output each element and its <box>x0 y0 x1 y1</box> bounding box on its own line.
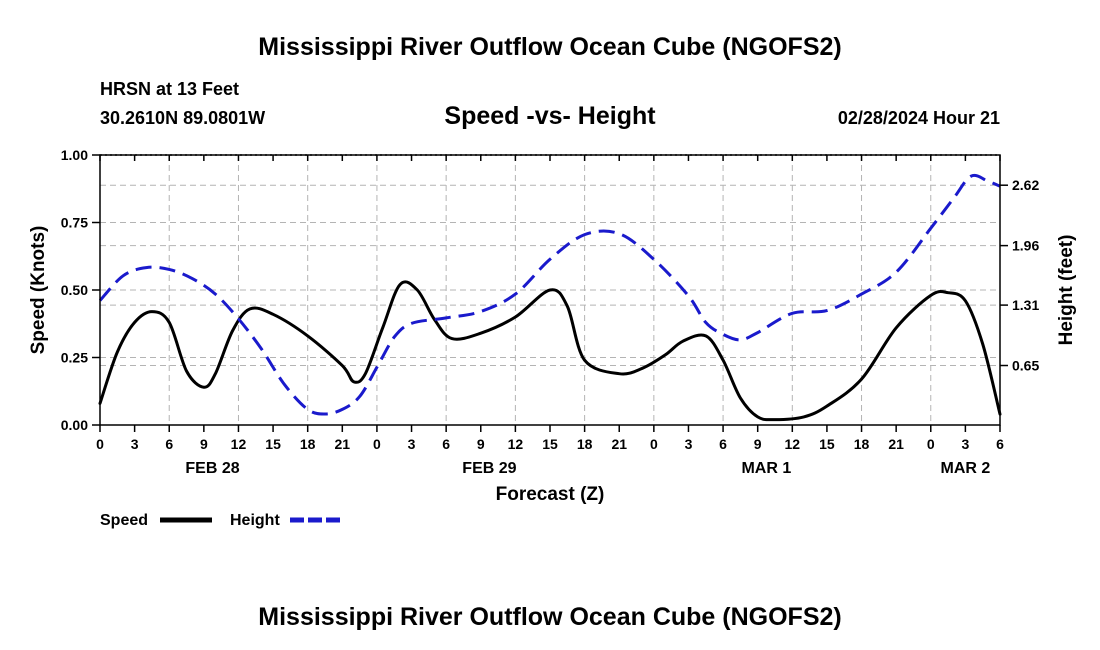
x-tick-label: 15 <box>265 436 281 452</box>
x-tick-label: 3 <box>408 436 416 452</box>
x-tick-label: 6 <box>996 436 1004 452</box>
y-axis-label: Speed (Knots) <box>28 226 49 355</box>
date-label: MAR 1 <box>741 460 791 477</box>
legend: Speed Height <box>100 512 342 529</box>
x-axis-label: Forecast (Z) <box>496 484 605 505</box>
x-tick-label: 3 <box>961 436 969 452</box>
x-tick-label: 12 <box>231 436 247 452</box>
height-series-line <box>98 173 1001 416</box>
x-tick-label: 9 <box>200 436 208 452</box>
station-label: HRSN at 13 Feet <box>100 79 239 99</box>
x-tick-label: 12 <box>785 436 801 452</box>
date-label: MAR 2 <box>940 460 990 477</box>
x-tick-label: 0 <box>373 436 381 452</box>
legend-speed-label: Speed <box>100 512 148 529</box>
x-tick-label: 0 <box>650 436 658 452</box>
x-tick-label: 21 <box>611 436 627 452</box>
y-right-tick-label: 1.96 <box>1012 238 1039 254</box>
y-tick-label: 1.00 <box>61 147 88 163</box>
y-right-tick-label: 2.62 <box>1012 177 1039 193</box>
y-axis-right-label: Height (feet) <box>1056 235 1077 346</box>
x-tick-label: 9 <box>477 436 485 452</box>
date-label: FEB 29 <box>462 460 516 477</box>
x-tick-label: 0 <box>96 436 104 452</box>
x-tick-label: 9 <box>754 436 762 452</box>
x-tick-label: 21 <box>335 436 351 452</box>
y-right-tick-label: 0.65 <box>1012 358 1039 374</box>
x-tick-label: 15 <box>542 436 558 452</box>
speed-series-line <box>98 280 1002 422</box>
x-tick-label: 18 <box>300 436 316 452</box>
x-tick-label: 6 <box>442 436 450 452</box>
chart-title: Mississippi River Outflow Ocean Cube (NG… <box>258 33 841 61</box>
date-label: FEB 28 <box>185 460 239 477</box>
x-tick-label: 6 <box>719 436 727 452</box>
station-coords: 30.2610N 89.0801W <box>100 108 265 128</box>
height-axis: 0.65 1.31 1.96 2.62 <box>1000 177 1039 374</box>
x-tick-label: 15 <box>819 436 835 452</box>
y-tick-label: 0.50 <box>61 282 88 298</box>
x-tick-label: 21 <box>888 436 904 452</box>
forecast-axis: 0 3 6 9 12 15 18 21 0 3 6 9 12 15 18 21 0 3 6 9 12 15 18 21 0 3 6F… <box>96 155 1004 477</box>
forecast-datetime: 02/28/2024 Hour 21 <box>838 108 1000 128</box>
y-tick-label: 0.75 <box>61 215 88 231</box>
x-tick-label: 12 <box>508 436 524 452</box>
chart-subtitle: Speed -vs- Height <box>444 102 656 130</box>
y-right-tick-label: 1.31 <box>1012 297 1039 313</box>
speed-axis: 0.00 0.25 0.50 0.75 1.00 <box>61 147 100 433</box>
series-layer <box>98 173 1002 422</box>
y-tick-label: 0.00 <box>61 417 88 433</box>
x-tick-label: 18 <box>854 436 870 452</box>
x-tick-label: 3 <box>685 436 693 452</box>
x-tick-label: 0 <box>927 436 935 452</box>
legend-height-label: Height <box>230 512 280 529</box>
x-tick-label: 3 <box>131 436 139 452</box>
y-tick-label: 0.25 <box>61 350 88 366</box>
footer-title: Mississippi River Outflow Ocean Cube (NG… <box>258 603 841 631</box>
x-tick-label: 18 <box>577 436 593 452</box>
x-tick-label: 6 <box>165 436 173 452</box>
